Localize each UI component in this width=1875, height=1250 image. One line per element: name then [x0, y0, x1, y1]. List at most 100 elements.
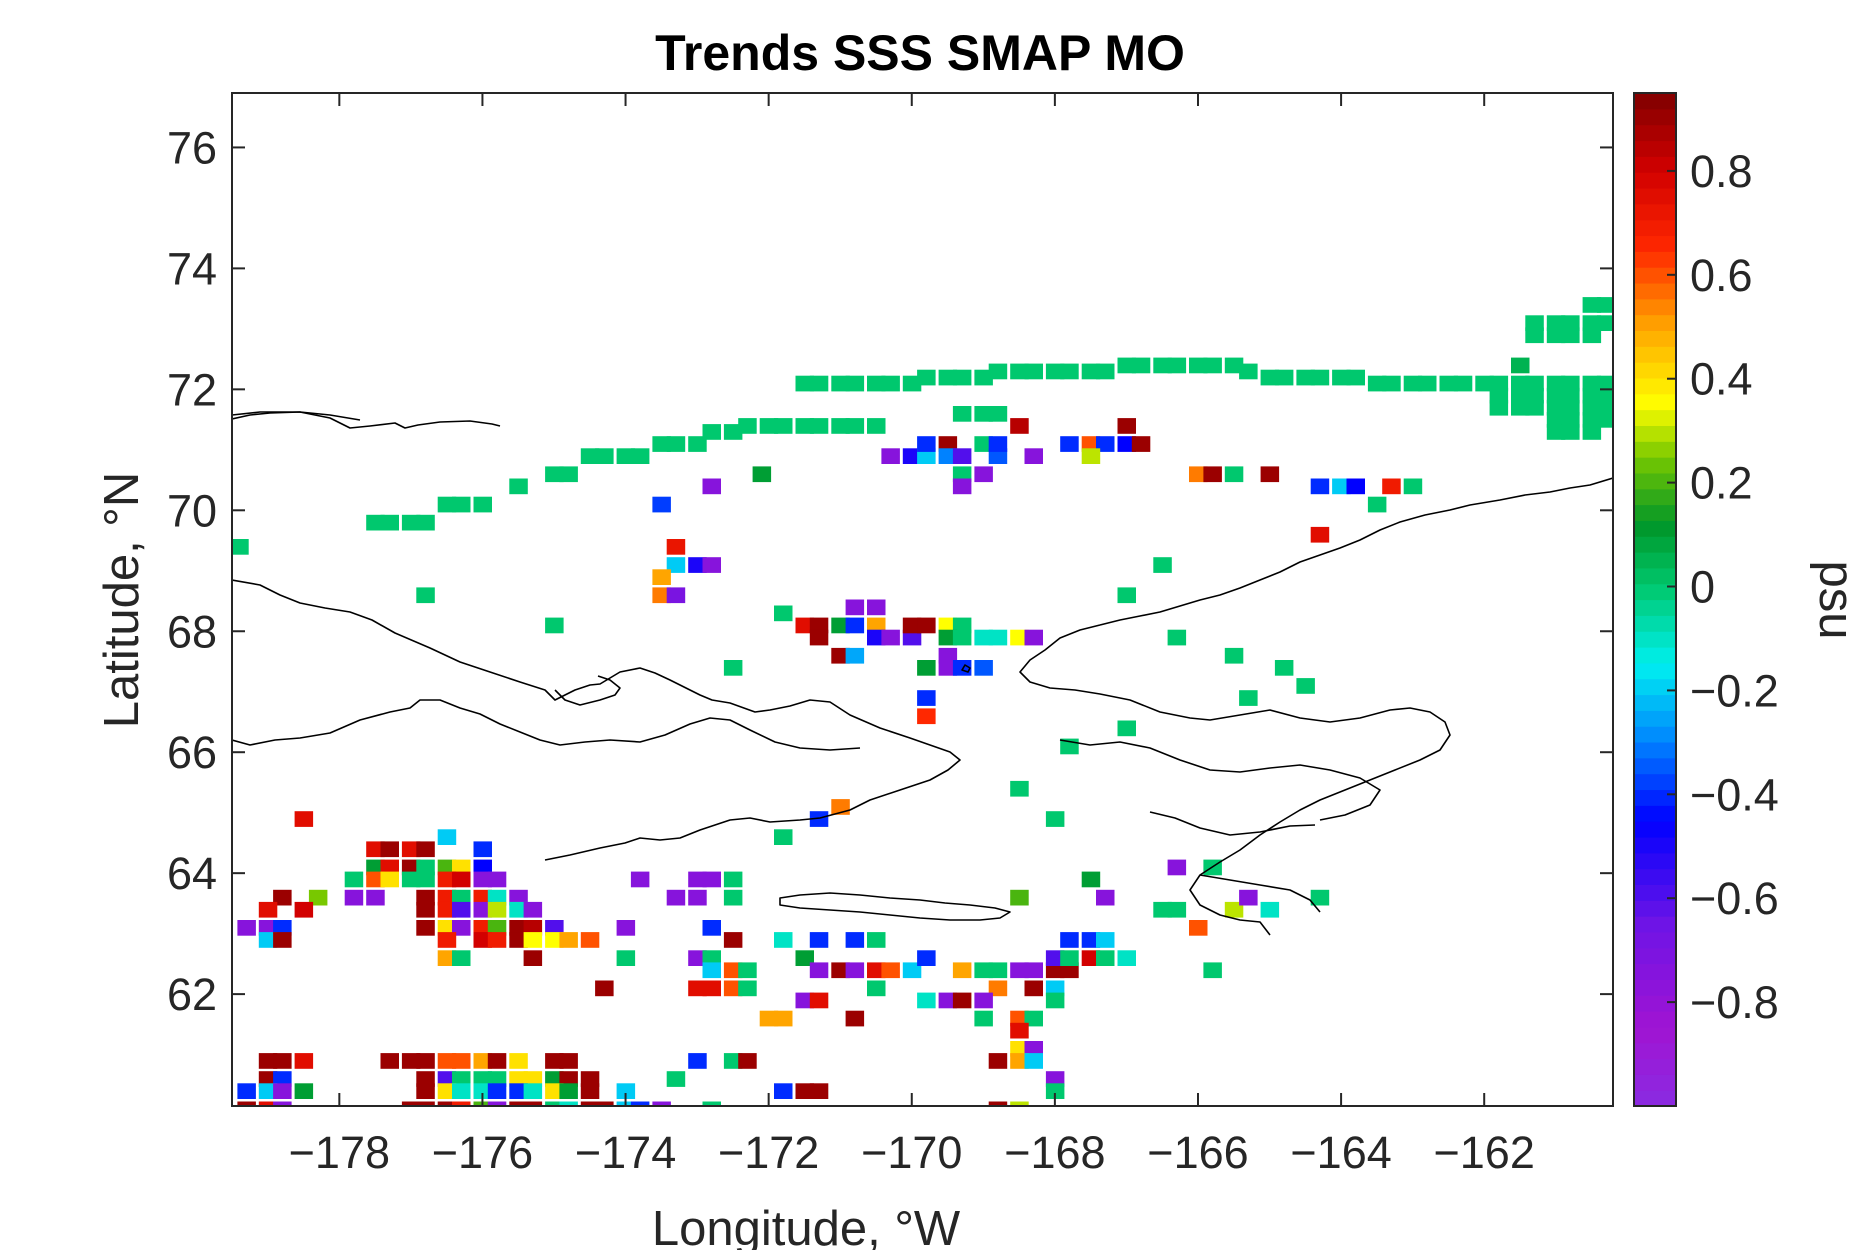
- heatmap-cell: [666, 557, 686, 573]
- heatmap-cell: [809, 1083, 829, 1099]
- heatmap-cell: [380, 841, 399, 858]
- heatmap-cell: [630, 448, 650, 464]
- heatmap-cell: [702, 424, 721, 440]
- heatmap-cell: [1060, 363, 1079, 380]
- heatmap-cell: [1060, 950, 1079, 966]
- heatmap-cell: [845, 1010, 865, 1027]
- heatmap-cell: [380, 871, 399, 888]
- heatmap-cell: [509, 920, 528, 936]
- heatmap-cell: [559, 1071, 578, 1087]
- heatmap-cell: [1561, 424, 1580, 440]
- colorbar-band: [1634, 868, 1676, 886]
- colorbar-band: [1634, 346, 1676, 363]
- heatmap-cell: [952, 466, 972, 483]
- heatmap-cell: [1060, 962, 1079, 979]
- colorbar-band: [1634, 646, 1676, 664]
- heatmap-cell: [952, 617, 972, 634]
- heatmap-cell: [652, 1101, 671, 1106]
- heatmap-cell: [437, 932, 457, 948]
- heatmap-cell: [867, 932, 886, 948]
- heatmap-cell: [452, 859, 471, 876]
- heatmap-cell: [702, 920, 721, 936]
- colorbar-band: [1634, 298, 1676, 316]
- heatmap-cell: [1024, 962, 1043, 979]
- colorbar-band: [1634, 536, 1676, 553]
- heatmap-cell: [723, 871, 743, 888]
- heatmap-cell: [1010, 889, 1029, 906]
- heatmap-cell: [1525, 315, 1544, 331]
- heatmap-cell: [702, 1101, 721, 1106]
- heatmap-cell: [974, 369, 993, 386]
- coastline: [232, 411, 1613, 936]
- heatmap-cell: [1153, 357, 1172, 374]
- colorbar-band: [1634, 995, 1676, 1012]
- heatmap-cell: [1117, 357, 1136, 374]
- colorbar-band: [1634, 362, 1676, 379]
- heatmap-cell: [545, 466, 564, 483]
- heatmap-cell: [1561, 375, 1580, 392]
- heatmap-cell: [595, 1101, 614, 1106]
- heatmap-cell: [759, 418, 779, 434]
- heatmap-cell: [1346, 478, 1365, 495]
- heatmap-cell: [795, 617, 814, 634]
- heatmap-cell: [595, 448, 614, 464]
- heatmap-cell: [1346, 369, 1365, 386]
- heatmap-cell: [988, 962, 1008, 979]
- x-tick-label: −166: [1147, 1127, 1248, 1178]
- heatmap-cell: [652, 496, 671, 513]
- heatmap-cell: [1203, 962, 1222, 979]
- heatmap-cell: [523, 1101, 543, 1106]
- heatmap-cell: [774, 932, 793, 948]
- heatmap-cell: [809, 418, 829, 434]
- heatmap-cell: [1045, 811, 1065, 827]
- heatmap-cell: [473, 871, 492, 888]
- heatmap-cell: [487, 932, 507, 948]
- heatmap-cell: [237, 920, 256, 936]
- heatmap-cell: [1561, 412, 1580, 428]
- heatmap-cell: [1525, 399, 1544, 416]
- heatmap-cell: [1582, 387, 1602, 404]
- heatmap-cell: [688, 436, 707, 452]
- heatmap-cell: [1582, 297, 1602, 313]
- heatmap-cell: [881, 962, 900, 979]
- heatmap-cell: [809, 629, 829, 646]
- heatmap-cell: [294, 1053, 314, 1069]
- heatmap-cell: [344, 871, 364, 888]
- heatmap-cell: [452, 1101, 471, 1106]
- heatmap-cell: [487, 871, 507, 888]
- heatmap-cell: [1582, 412, 1602, 428]
- colorbar-band: [1634, 330, 1676, 347]
- heatmap-cell: [616, 950, 636, 966]
- heatmap-cell: [437, 496, 457, 513]
- colorbar-band: [1634, 140, 1676, 157]
- colorbar-band: [1634, 393, 1676, 411]
- heatmap-cell: [437, 871, 457, 888]
- heatmap-cell: [559, 1101, 578, 1106]
- heatmap-cell: [1167, 859, 1187, 876]
- heatmap-cell: [380, 514, 399, 531]
- heatmap-cell: [845, 599, 865, 616]
- heatmap-cell: [1010, 363, 1029, 380]
- heatmap-cell: [545, 617, 564, 634]
- heatmap-cell: [401, 859, 421, 876]
- heatmap-cell: [1096, 932, 1115, 948]
- heatmap-cell: [831, 617, 850, 634]
- heatmap-cell: [1475, 375, 1494, 392]
- colorbar-band: [1634, 741, 1676, 759]
- colorbar-tick-label: 0: [1690, 562, 1715, 613]
- coastline-wrangel: [232, 411, 361, 421]
- heatmap-cell: [809, 617, 829, 634]
- heatmap-cell: [545, 932, 564, 948]
- x-tick-label: −178: [289, 1127, 390, 1178]
- heatmap-cell: [1274, 660, 1294, 676]
- heatmap-cell: [1010, 780, 1029, 797]
- colorbar-band: [1634, 251, 1676, 268]
- heatmap-cell: [795, 418, 814, 434]
- heatmap-cell: [666, 539, 686, 555]
- heatmap-cell: [723, 980, 743, 997]
- colorbar-band: [1634, 156, 1676, 173]
- heatmap-cell: [1224, 901, 1244, 918]
- heatmap-cell: [473, 901, 492, 918]
- heatmap-cell: [1131, 357, 1151, 374]
